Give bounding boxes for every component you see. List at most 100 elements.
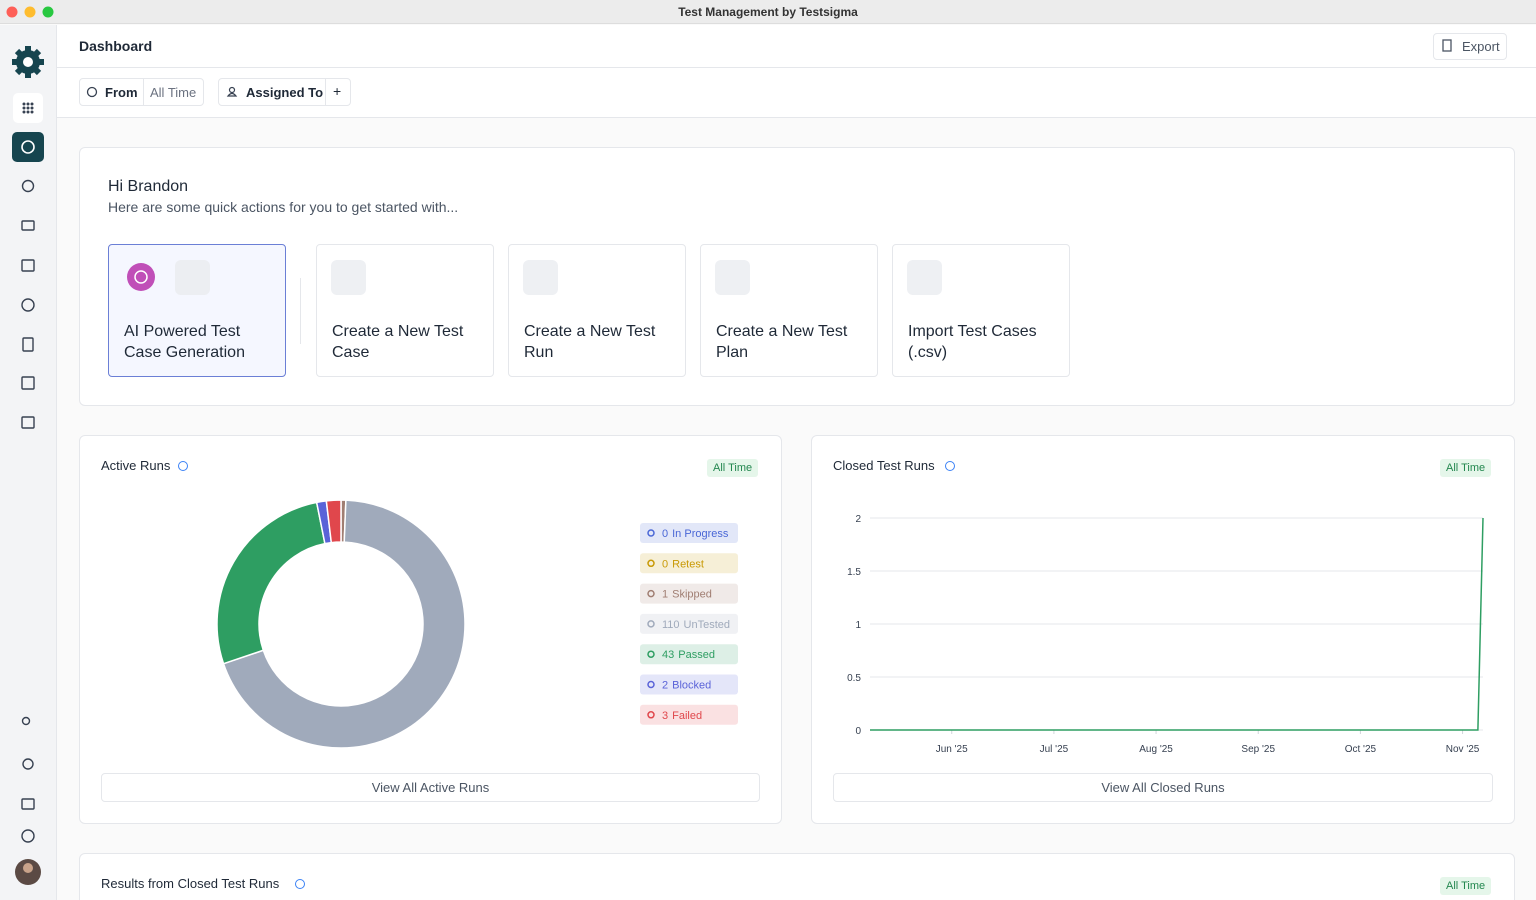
legend-category: Skipped: [672, 589, 712, 601]
legend-label: 0 In Progress: [662, 528, 729, 540]
divider: [300, 278, 301, 344]
from-filter[interactable]: [79, 78, 204, 106]
quick-action-card[interactable]: Create a New Test Plan: [700, 244, 878, 377]
action-icon: [715, 260, 750, 295]
legend-dot: [647, 650, 655, 658]
ai-icon-ring: [134, 270, 148, 284]
series-line: [870, 517, 1484, 731]
legend-category: Failed: [672, 710, 702, 722]
info-icon: [178, 461, 188, 471]
legend-item: 3 Failed: [640, 704, 738, 725]
from-value: All Time: [150, 85, 197, 100]
from-label: From: [105, 85, 138, 100]
assigned-filter[interactable]: [218, 78, 351, 106]
legend-value: 3: [662, 710, 668, 722]
legend-pill: [640, 644, 738, 665]
legend-pill: [640, 674, 738, 695]
action-label: Create a New Test Plan: [716, 323, 848, 361]
legend-value: 110: [662, 619, 680, 631]
legend-label: 110 UnTested: [662, 619, 730, 631]
divider: [57, 67, 1536, 68]
legend-label: 0 Retest: [662, 558, 704, 570]
legend-item: 0 Retest: [640, 553, 738, 574]
legend-label: 3 Failed: [662, 710, 702, 722]
clock-icon: [86, 86, 98, 98]
info-icon: [295, 879, 305, 889]
closed-runs-panel: [811, 435, 1515, 824]
export-button[interactable]: Export: [1433, 33, 1507, 60]
time-badge: All Time: [707, 459, 759, 477]
quick-action-card[interactable]: Create a New Test Run: [508, 244, 686, 377]
legend-category: UnTested: [684, 619, 730, 631]
ai-icon-bg: [127, 263, 155, 291]
window-controls[interactable]: [0, 0, 60, 24]
donut-segment: [222, 499, 466, 749]
legend-dot: [647, 529, 655, 537]
ai-icon: [127, 263, 155, 291]
view-active-runs-button[interactable]: View All Active Runs: [101, 773, 760, 802]
legend-value: 2: [662, 680, 668, 692]
x-tick-label: Oct '25: [1345, 744, 1377, 755]
legend-label: 2 Blocked: [662, 680, 711, 692]
divider: [143, 78, 144, 106]
legend-category: Blocked: [672, 680, 711, 692]
action-icon: [331, 260, 366, 295]
sidebar-icons[interactable]: [0, 25, 57, 900]
greeting: Hi Brandon: [108, 178, 189, 195]
legend-dot: [647, 589, 655, 598]
y-tick-label: 0.5: [847, 673, 861, 684]
quick-action-card[interactable]: AI Powered Test Case Generation: [108, 244, 286, 377]
chart-title: Active Runs: [101, 458, 171, 473]
user-icon: [226, 86, 238, 97]
title-bar: Test Management by Testsigma: [0, 0, 1536, 24]
legend-category: In Progress: [672, 528, 729, 540]
legend-value: 1: [662, 589, 668, 601]
divider: [325, 78, 326, 106]
donut-segment: [325, 499, 342, 544]
quick-action-card[interactable]: Import Test Cases (.csv): [892, 244, 1070, 377]
info-icon: [945, 461, 955, 471]
donut-chart: 0 In Progress 0 Retest 1 Skipped 110 UnTested 43…: [216, 499, 738, 749]
action-icon: [175, 260, 210, 295]
y-tick-label: 1.5: [847, 567, 861, 578]
legend-item: 110 UnTested: [640, 613, 738, 634]
legend-value: 43: [662, 649, 674, 661]
quick-action-card[interactable]: Create a New Test Case: [316, 244, 494, 377]
legend-value: 0: [662, 558, 668, 570]
legend-dot: [647, 711, 655, 719]
action-label: AI Powered Test Case Generation: [124, 323, 245, 361]
action-icon: [907, 260, 942, 295]
legend-pill: [640, 583, 738, 604]
panel-title: Results from Closed Test Runs: [101, 876, 280, 891]
action-icon: [523, 260, 558, 295]
add-filter[interactable]: +: [333, 83, 342, 99]
legend-category: Retest: [672, 558, 704, 570]
chart-title: Closed Test Runs: [833, 458, 935, 473]
legend-item: 2 Blocked: [640, 674, 738, 695]
line-chart: 0 0.5 1 1.5 2 Jun '25 Jul '25 Aug '25 Sep '25 Oct…: [847, 514, 1484, 755]
donut-segment: [216, 501, 326, 665]
legend-dot: [647, 680, 655, 689]
action-label: Create a New Test Run: [524, 323, 656, 361]
page-title: Dashboard: [79, 38, 153, 54]
x-tick-label: Aug '25: [1139, 744, 1173, 755]
legend-value: 0: [662, 528, 668, 540]
x-tick-label: Sep '25: [1241, 744, 1275, 755]
legend-label: 1 Skipped: [662, 589, 712, 601]
welcome-subtitle: Here are some quick actions for you to g…: [108, 199, 459, 215]
view-closed-runs-button[interactable]: View All Closed Runs: [833, 773, 1493, 802]
x-tick-label: Jul '25: [1040, 744, 1069, 755]
y-tick-label: 1: [855, 620, 861, 631]
time-badge: All Time: [1440, 459, 1492, 477]
export-icon: [1442, 39, 1452, 52]
legend-pill: [640, 704, 738, 725]
action-label: Create a New Test Case: [332, 323, 464, 361]
assigned-label: Assigned To: [246, 85, 324, 100]
legend-dot: [647, 620, 655, 628]
legend-item: 1 Skipped: [640, 583, 738, 604]
results-panel: [79, 853, 1515, 900]
legend-pill: [640, 523, 738, 543]
legend-item: 43 Passed: [640, 644, 738, 665]
legend-item: 0 In Progress: [640, 523, 738, 543]
